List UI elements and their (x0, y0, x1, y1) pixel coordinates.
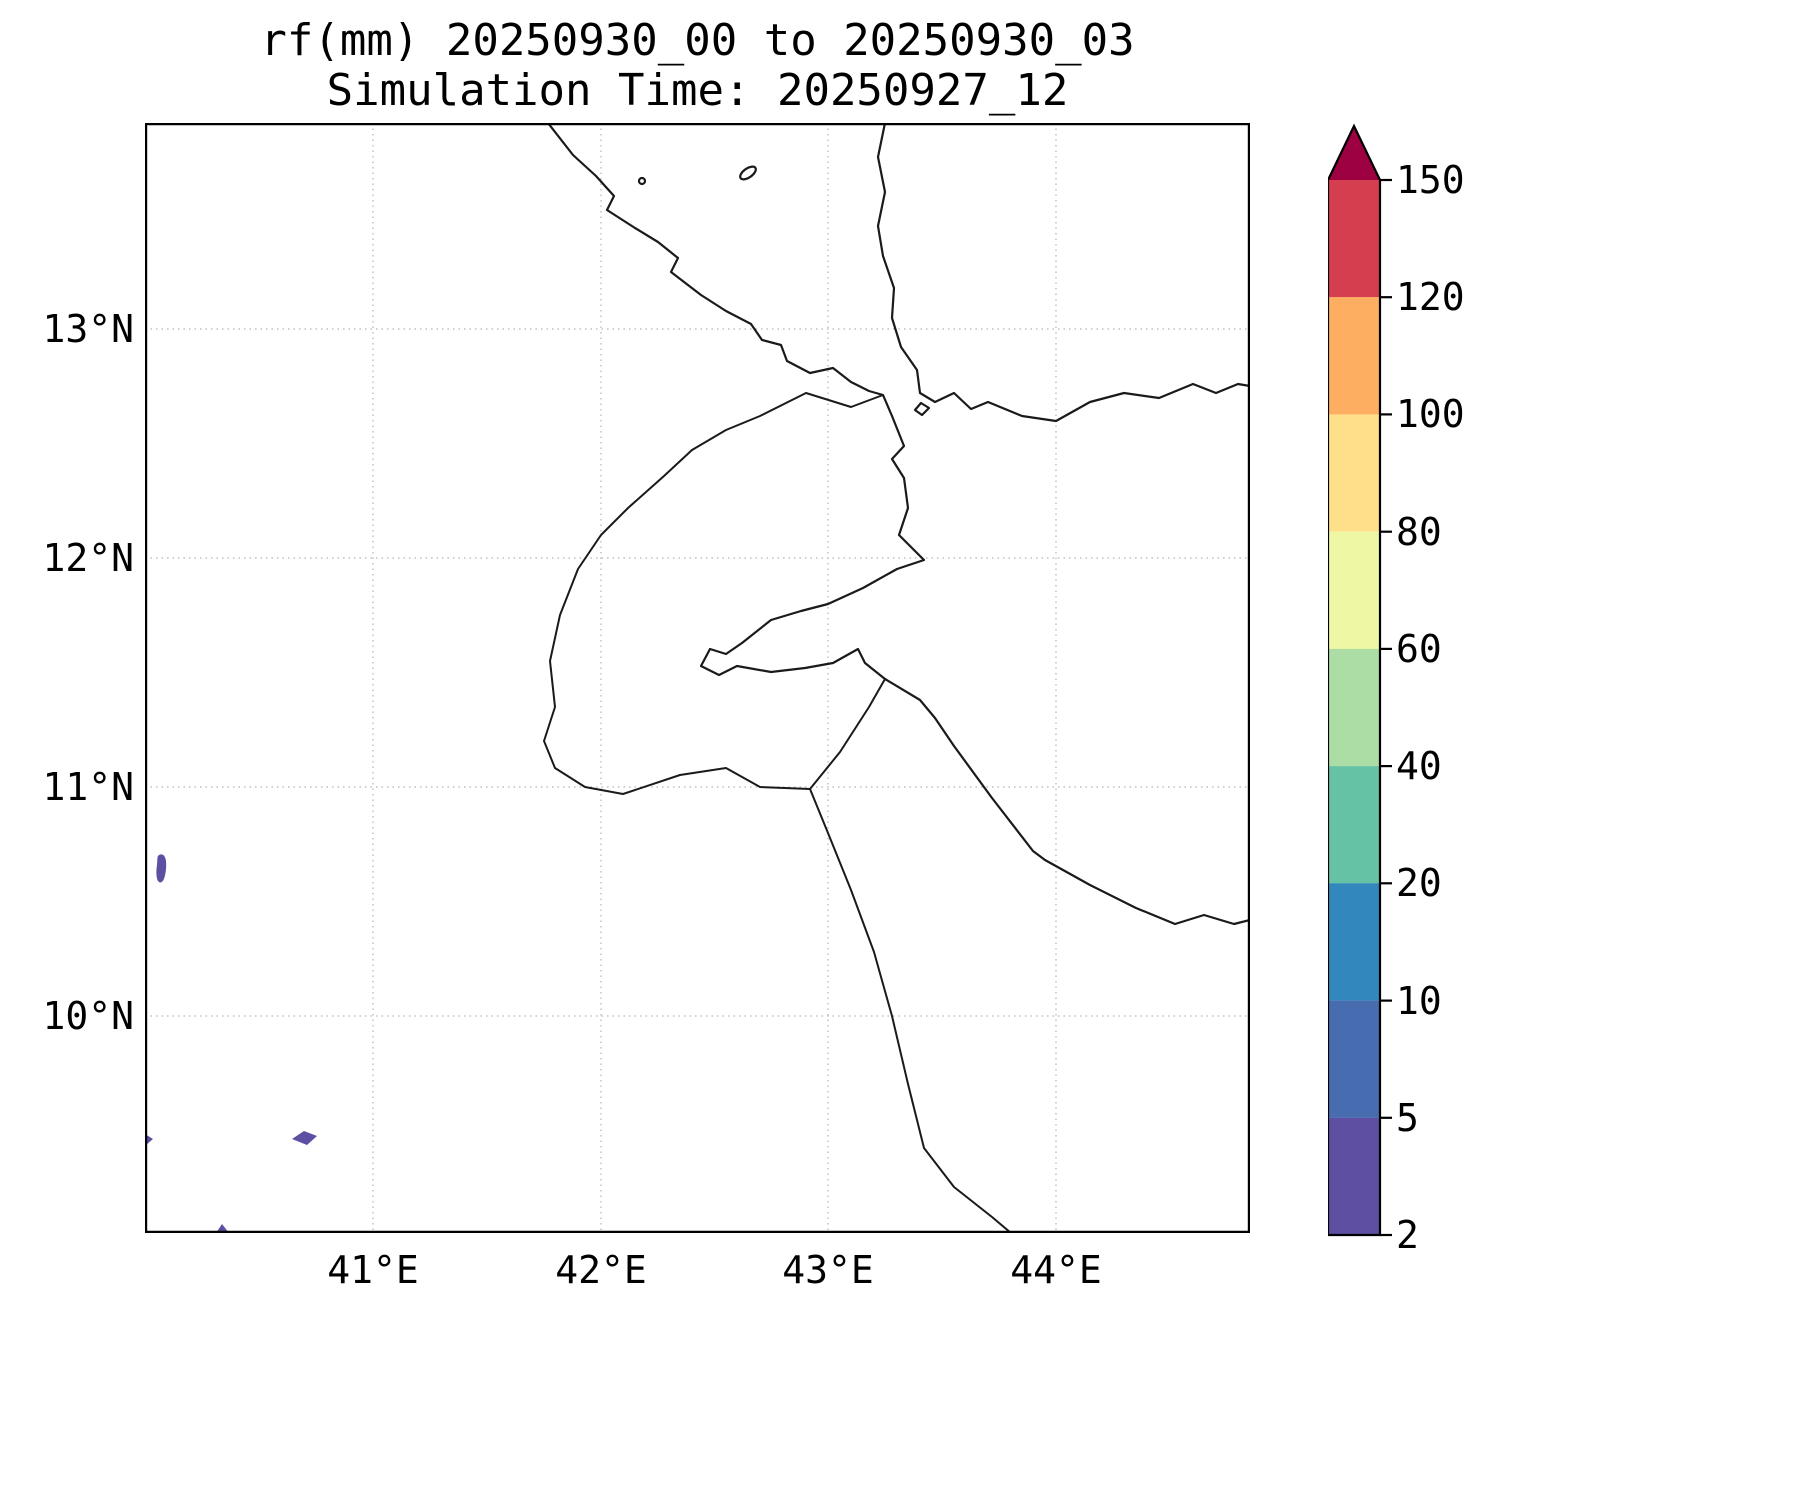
colorbar-seg-10-20 (1328, 883, 1380, 1001)
cb-label-20: 20 (1396, 861, 1442, 905)
rain-blob-west (156, 854, 167, 883)
border-djibouti-somaliland (810, 679, 885, 789)
colorbar-seg-60-80 (1328, 531, 1380, 649)
rain-blob-southwest (292, 1131, 317, 1145)
colorbar-seg-80-100 (1328, 414, 1380, 532)
colorbar-seg-2-5 (1328, 1117, 1380, 1235)
colorbar-seg-40-60 (1328, 648, 1380, 767)
cb-label-10: 10 (1396, 979, 1442, 1023)
colorbar-seg-5-10 (1328, 1000, 1380, 1118)
colorbar (1328, 120, 1398, 1245)
x-tick-43e: 43°E (782, 1248, 874, 1292)
x-tick-44e: 44°E (1010, 1248, 1102, 1292)
y-tick-12n: 12°N (42, 536, 134, 580)
cb-label-150: 150 (1396, 158, 1465, 202)
plot-frame (146, 124, 1249, 1232)
colorbar-outline (1328, 126, 1380, 1235)
x-tick-42e: 42°E (555, 1248, 647, 1292)
y-tick-11n: 11°N (42, 765, 134, 809)
cb-label-2: 2 (1396, 1213, 1419, 1257)
colorbar-seg-100-120 (1328, 297, 1380, 415)
y-tick-10n: 10°N (42, 994, 134, 1038)
gridlines (145, 123, 1250, 1233)
cb-label-5: 5 (1396, 1096, 1419, 1140)
border-djibouti-ethiopia (544, 450, 810, 794)
y-tick-13n: 13°N (42, 307, 134, 351)
colorbar-ticks (1380, 180, 1392, 1235)
rain-blob-bottom-edge (216, 1224, 229, 1233)
cb-label-40: 40 (1396, 744, 1442, 788)
plot-title: rf(mm) 20250930_00 to 20250930_03 (260, 15, 1135, 66)
island-perim (915, 403, 929, 415)
colorbar-over-arrow (1328, 126, 1380, 180)
cb-label-80: 80 (1396, 510, 1442, 554)
colorbar-seg-20-40 (1328, 766, 1380, 884)
map-panel (145, 123, 1250, 1233)
island-hanish (738, 164, 758, 182)
rainfall-contours (145, 854, 317, 1233)
border-eritrea-djibouti (692, 393, 883, 450)
cb-label-60: 60 (1396, 627, 1442, 671)
cb-label-120: 120 (1396, 275, 1465, 319)
x-tick-41e: 41°E (327, 1248, 419, 1292)
border-ethiopia-somaliland (810, 789, 1011, 1233)
plot-subtitle: Simulation Time: 20250927_12 (326, 65, 1069, 116)
cb-label-100: 100 (1396, 392, 1465, 436)
coastline-africa-red-sea-gulf-of-aden (548, 123, 1250, 924)
coastline-yemen (878, 123, 1250, 421)
colorbar-seg-120-150 (1328, 180, 1380, 298)
island-small-red-sea (639, 178, 645, 184)
